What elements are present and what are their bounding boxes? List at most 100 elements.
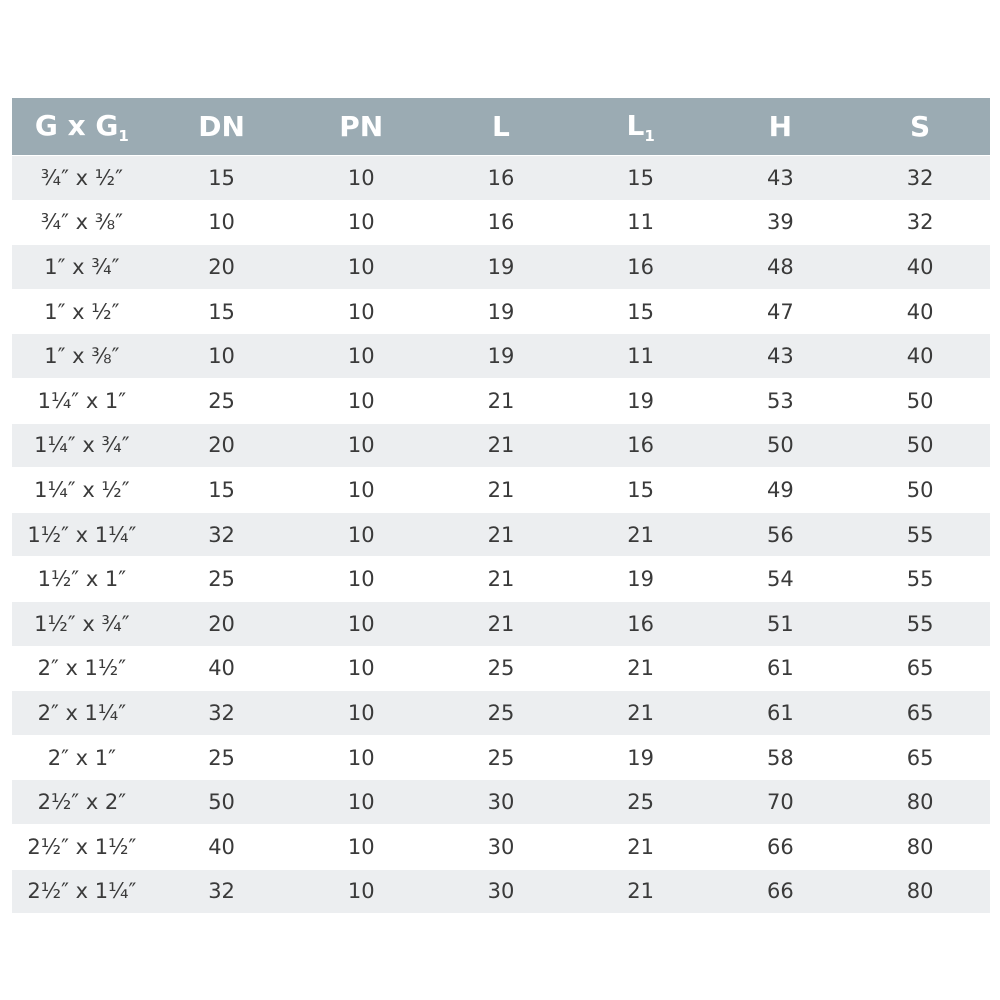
cell-l: 21 (431, 600, 571, 647)
cell-l: 19 (431, 244, 571, 290)
cell-h: 39 (710, 199, 851, 245)
cell-h: 58 (710, 734, 851, 780)
cell-l1: 21 (570, 868, 711, 914)
cell-l1: 16 (570, 422, 711, 468)
cell-pn: 10 (291, 155, 432, 201)
cell-size: 1½″ x 1″ (12, 556, 152, 602)
cell-pn: 10 (291, 422, 432, 468)
cell-size: 1″ x ⅜″ (12, 333, 152, 379)
cell-l1: 21 (570, 823, 711, 869)
cell-l1: 19 (570, 556, 711, 602)
header-label: G x G (34, 108, 119, 142)
cell-dn: 25 (151, 556, 292, 602)
cell-h: 47 (710, 288, 851, 334)
cell-l: 16 (431, 155, 571, 201)
cell-s: 40 (850, 244, 990, 290)
cell-size: 2″ x 1″ (12, 734, 152, 780)
header-subscript: 1 (118, 126, 129, 145)
cell-h: 48 (710, 244, 851, 290)
cell-dn: 32 (151, 690, 292, 736)
header-h: H (710, 98, 851, 156)
cell-dn: 10 (151, 199, 292, 245)
cell-l: 30 (431, 779, 571, 825)
cell-dn: 25 (151, 734, 292, 780)
header-pn: PN (291, 98, 432, 156)
cell-s: 65 (850, 645, 990, 691)
cell-l: 21 (431, 467, 571, 513)
cell-l: 30 (431, 823, 571, 869)
header-label: DN (198, 110, 245, 143)
cell-pn: 10 (291, 690, 432, 736)
dimensions-table: G x G1 DN PN L L1 H S ¾″ x ½″ 15 10 16 15 43 32 ¾″ x … (12, 98, 990, 914)
cell-h: 43 (710, 155, 851, 201)
cell-pn: 10 (291, 244, 432, 290)
cell-s: 50 (850, 467, 990, 513)
cell-pn: 10 (291, 645, 432, 691)
table-row: 1″ x ⅜″ 10 10 19 11 43 40 (12, 333, 990, 379)
cell-l: 19 (431, 333, 571, 379)
table-row: 1½″ x ¾″ 20 10 21 16 51 55 (12, 600, 990, 647)
cell-s: 55 (850, 556, 990, 602)
cell-h: 53 (710, 377, 851, 424)
cell-s: 50 (850, 422, 990, 468)
cell-h: 50 (710, 422, 851, 468)
cell-dn: 25 (151, 377, 292, 424)
table-row: 2½″ x 2″ 50 10 30 25 70 80 (12, 779, 990, 825)
cell-dn: 40 (151, 823, 292, 869)
cell-pn: 10 (291, 823, 432, 869)
cell-size: ¾″ x ½″ (12, 155, 152, 201)
header-dn: DN (151, 98, 292, 156)
table-row: 1″ x ½″ 15 10 19 15 47 40 (12, 288, 990, 334)
table-row: ¾″ x ⅜″ 10 10 16 11 39 32 (12, 199, 990, 245)
table-row: 2″ x 1½″ 40 10 25 21 61 65 (12, 645, 990, 691)
header-label: S (910, 110, 931, 143)
header-row: G x G1 DN PN L L1 H S (12, 98, 990, 156)
cell-s: 32 (850, 199, 990, 245)
header-s: S (850, 98, 990, 156)
cell-pn: 10 (291, 333, 432, 379)
cell-l1: 11 (570, 199, 711, 245)
cell-dn: 32 (151, 868, 292, 914)
cell-h: 66 (710, 868, 851, 914)
cell-dn: 10 (151, 333, 292, 379)
cell-l1: 19 (570, 377, 711, 424)
table-row: 2″ x 1¼″ 32 10 25 21 61 65 (12, 690, 990, 736)
cell-s: 80 (850, 823, 990, 869)
cell-l: 25 (431, 645, 571, 691)
cell-l1: 16 (570, 244, 711, 290)
header-l: L (431, 98, 571, 156)
cell-dn: 15 (151, 288, 292, 334)
cell-l: 21 (431, 422, 571, 468)
cell-l: 25 (431, 734, 571, 780)
cell-l: 21 (431, 556, 571, 602)
cell-size: 1½″ x ¾″ (12, 600, 152, 647)
cell-l1: 25 (570, 779, 711, 825)
cell-pn: 10 (291, 377, 432, 424)
cell-size: 2½″ x 1¼″ (12, 868, 152, 914)
cell-dn: 20 (151, 244, 292, 290)
table-row: 2″ x 1″ 25 10 25 19 58 65 (12, 734, 990, 780)
cell-l1: 15 (570, 467, 711, 513)
cell-l1: 16 (570, 600, 711, 647)
cell-h: 51 (710, 600, 851, 647)
cell-l1: 15 (570, 155, 711, 201)
cell-s: 40 (850, 333, 990, 379)
cell-s: 80 (850, 779, 990, 825)
cell-l1: 19 (570, 734, 711, 780)
cell-l: 25 (431, 690, 571, 736)
cell-pn: 10 (291, 467, 432, 513)
cell-size: 1¼″ x 1″ (12, 377, 152, 424)
cell-size: 2″ x 1¼″ (12, 690, 152, 736)
table-row: ¾″ x ½″ 15 10 16 15 43 32 (12, 155, 990, 201)
cell-h: 66 (710, 823, 851, 869)
cell-l: 21 (431, 377, 571, 424)
cell-s: 65 (850, 690, 990, 736)
cell-h: 61 (710, 645, 851, 691)
cell-l1: 21 (570, 645, 711, 691)
cell-l1: 15 (570, 288, 711, 334)
cell-size: 1¼″ x ½″ (12, 467, 152, 513)
cell-pn: 10 (291, 556, 432, 602)
cell-h: 54 (710, 556, 851, 602)
cell-h: 49 (710, 467, 851, 513)
cell-size: 1¼″ x ¾″ (12, 422, 152, 468)
